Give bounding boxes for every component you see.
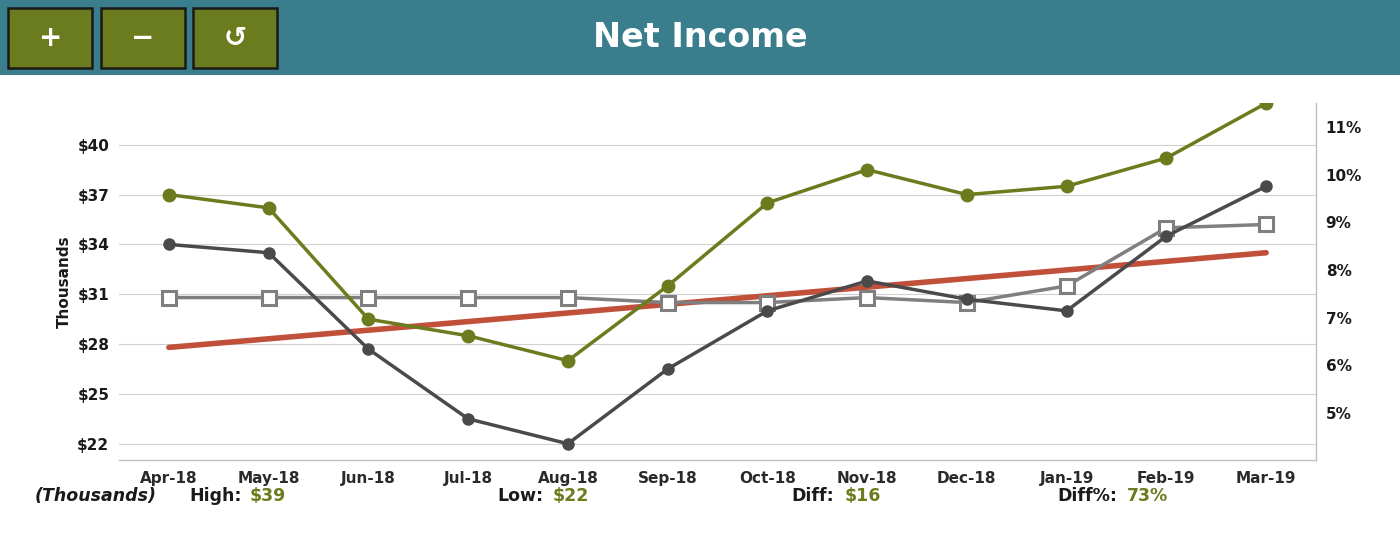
Y-axis label: Thousands: Thousands (56, 235, 71, 328)
Text: Diff:: Diff: (791, 487, 834, 505)
Text: $16: $16 (844, 487, 881, 505)
Text: High:: High: (189, 487, 241, 505)
Text: $39: $39 (249, 487, 286, 505)
FancyBboxPatch shape (101, 8, 185, 68)
Text: 73%: 73% (1127, 487, 1168, 505)
FancyBboxPatch shape (8, 8, 92, 68)
Text: Diff%:: Diff%: (1057, 487, 1117, 505)
Text: Net Income: Net Income (592, 21, 808, 54)
Text: Low:: Low: (497, 487, 543, 505)
Text: −: − (132, 23, 154, 52)
FancyBboxPatch shape (193, 8, 277, 68)
Text: $22: $22 (553, 487, 589, 505)
Text: ↺: ↺ (224, 23, 246, 52)
Text: (Thousands): (Thousands) (35, 487, 157, 505)
Text: +: + (39, 23, 62, 52)
